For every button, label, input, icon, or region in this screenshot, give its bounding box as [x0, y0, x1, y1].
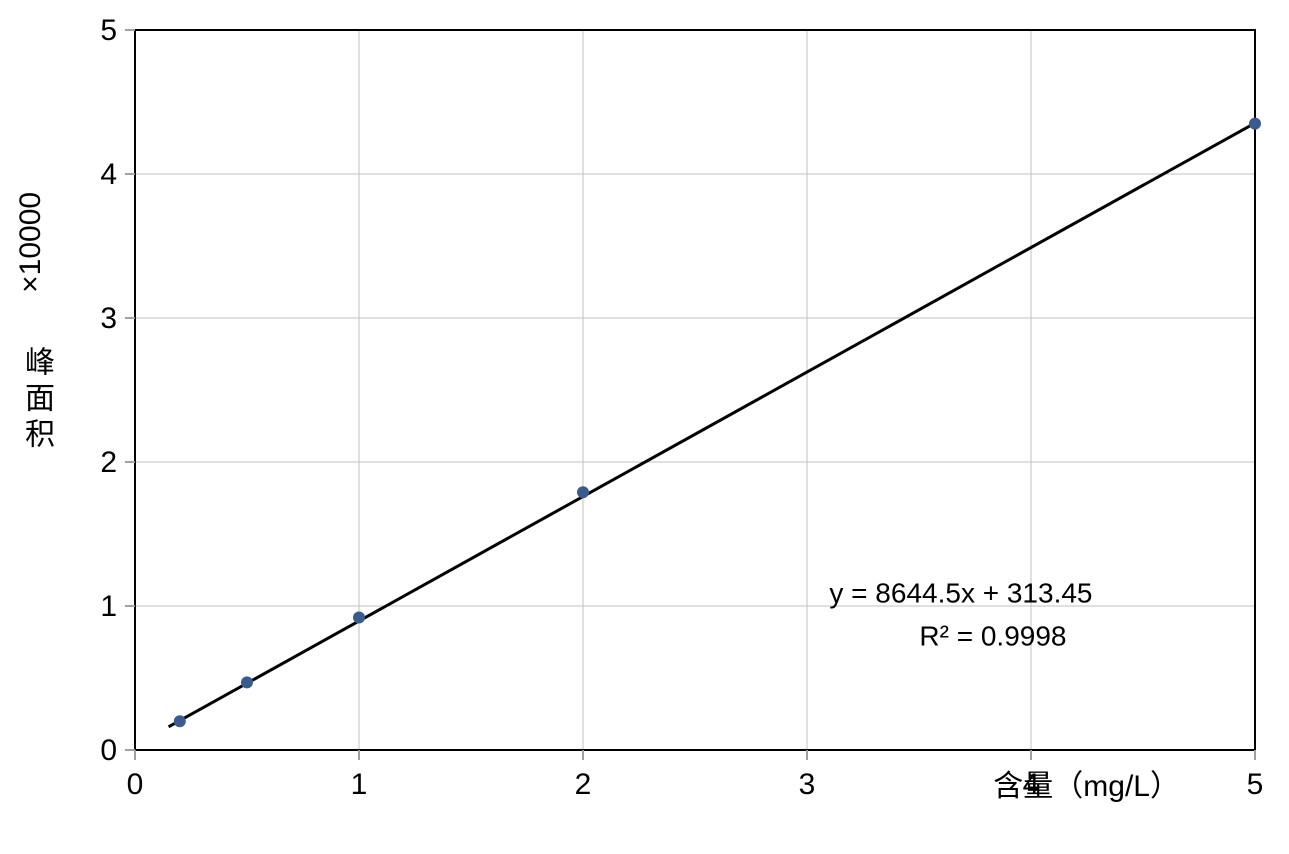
r2-annotation: R² = 0.9998	[919, 621, 1066, 652]
y-tick-label: 5	[100, 14, 117, 47]
data-point	[174, 715, 186, 727]
equation-annotation: y = 8644.5x + 313.45	[829, 577, 1092, 608]
x-tick-label: 5	[1247, 768, 1264, 801]
y-tick-label: 4	[100, 158, 117, 191]
svg-text:面: 面	[25, 382, 55, 415]
chart-svg: 012345012345含量（mg/L）×10000峰面积y = 8644.5x…	[0, 0, 1289, 854]
y-tick-label: 0	[100, 734, 117, 767]
calibration-chart: 012345012345含量（mg/L）×10000峰面积y = 8644.5x…	[0, 0, 1289, 854]
y-tick-label: 2	[100, 446, 117, 479]
y-axis-multiplier: ×10000	[14, 192, 47, 293]
y-tick-label: 3	[100, 302, 117, 335]
data-point	[577, 486, 589, 498]
svg-text:积: 积	[25, 418, 55, 451]
x-tick-label: 1	[351, 768, 368, 801]
data-point	[353, 612, 365, 624]
y-tick-label: 1	[100, 590, 117, 623]
x-axis-label: 含量（mg/L）	[993, 770, 1180, 803]
svg-text:峰: 峰	[25, 346, 55, 379]
x-tick-label: 3	[799, 768, 816, 801]
x-tick-label: 2	[575, 768, 592, 801]
data-point	[241, 676, 253, 688]
data-point	[1249, 118, 1261, 130]
x-tick-label: 0	[127, 768, 144, 801]
y-axis-label: 峰面积	[25, 346, 55, 451]
